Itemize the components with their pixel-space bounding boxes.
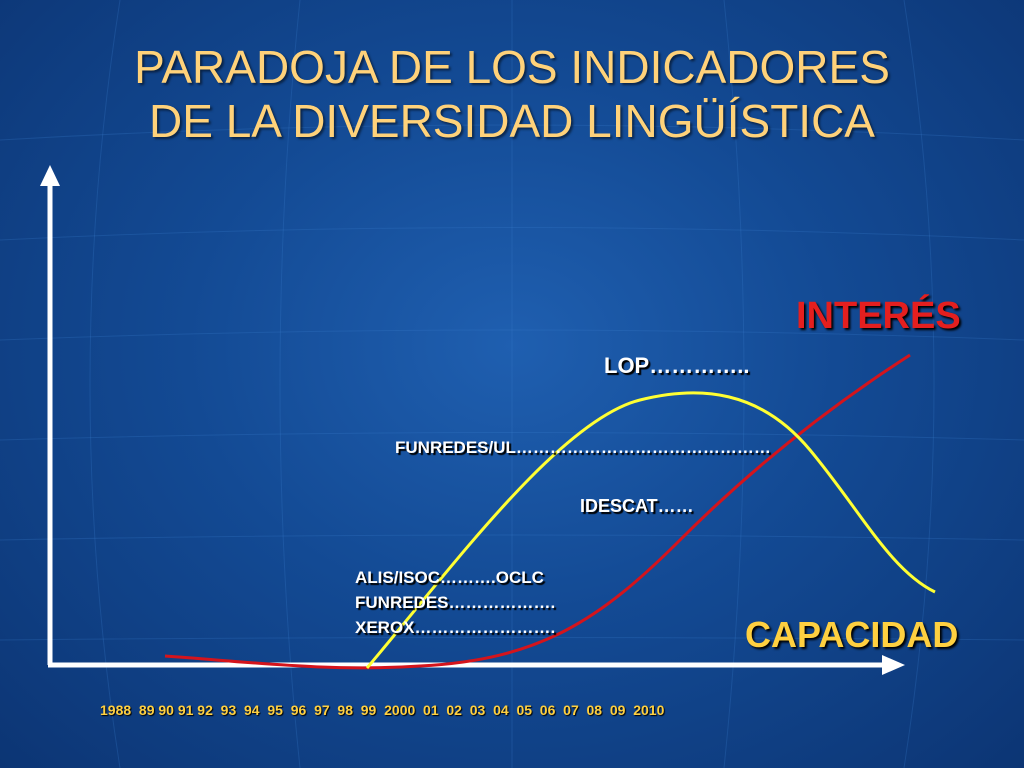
- label-idescat: IDESCAT……: [580, 496, 694, 516]
- capacidad-curve: [365, 391, 936, 669]
- x-axis-label: CAPACIDAD: [745, 614, 959, 655]
- x-axis-arrow: [882, 655, 905, 675]
- title-line-1: PARADOJA DE LOS INDICADORES: [134, 41, 890, 93]
- y-axis-label: INTERÉS: [796, 295, 961, 337]
- label-funredes-ul: FUNREDES/UL………………………………………: [395, 438, 771, 457]
- label-funredes: FUNREDES……………….: [355, 593, 556, 612]
- label-xerox: XEROX…………………….: [355, 618, 556, 637]
- title-line-2: DE LA DIVERSIDAD LINGÜÍSTICA: [149, 95, 875, 147]
- slide-title: PARADOJA DE LOS INDICADORES DE LA DIVERS…: [0, 40, 1024, 148]
- label-lop: LOP…………..: [604, 353, 750, 378]
- label-alis-isoc: ALIS/ISOC……….OCLC: [355, 568, 544, 587]
- interes-curve: [164, 353, 911, 670]
- x-axis-years: 1988 89 90 91 92 93 94 95 96 97 98 99 20…: [100, 702, 665, 718]
- y-axis-arrow: [40, 165, 60, 186]
